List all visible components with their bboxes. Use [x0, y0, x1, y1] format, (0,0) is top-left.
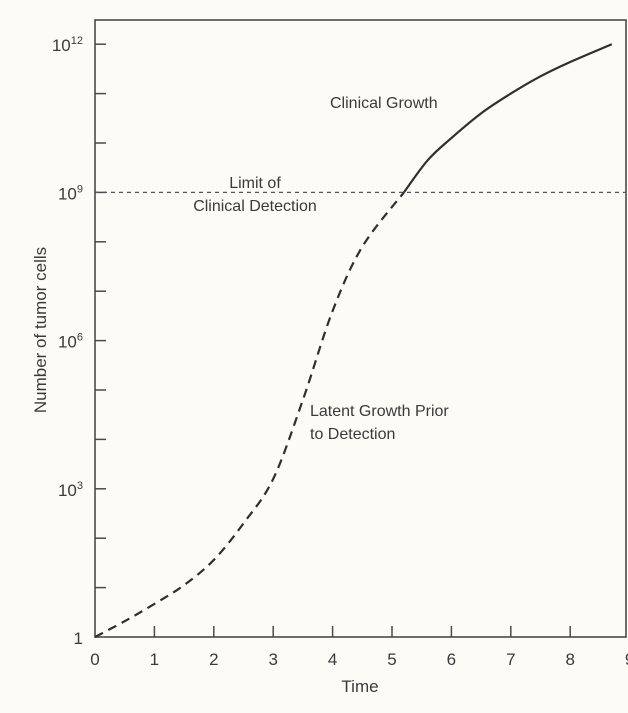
annotation-clinical-growth: Clinical Growth — [330, 95, 438, 112]
latent-growth-curve — [94, 191, 405, 638]
x-axis-label: Time — [341, 677, 378, 696]
x-tick-label: 4 — [328, 650, 337, 669]
y-tick-label: 103 — [58, 480, 83, 500]
x-tick-label: 2 — [209, 650, 218, 669]
reference-label-line2: Clinical Detection — [193, 198, 317, 215]
x-tick-label: 5 — [387, 650, 396, 669]
plot-frame — [94, 19, 627, 638]
ticks: 012345678911031061091012 — [52, 35, 628, 669]
x-tick-label: 1 — [150, 650, 159, 669]
x-tick-label: 6 — [447, 650, 456, 669]
y-axis-label: Number of tumor cells — [31, 247, 50, 413]
x-tick-label: 0 — [90, 650, 99, 669]
y-tick-label: 109 — [58, 183, 83, 203]
y-tick-label: 106 — [58, 332, 83, 352]
y-tick-label: 1012 — [52, 35, 83, 55]
y-tick-label: 1 — [74, 629, 83, 648]
x-tick-label: 7 — [506, 650, 515, 669]
series — [94, 43, 626, 638]
x-tick-label: 3 — [268, 650, 277, 669]
axes — [94, 19, 627, 638]
annotation-latent-line1: Latent Growth Prior — [310, 403, 449, 420]
reference-label-line1: Limit of — [229, 175, 281, 192]
clinical-growth-curve — [402, 43, 613, 194]
x-tick-label: 9 — [625, 650, 628, 669]
annotation-latent-line2: to Detection — [310, 426, 395, 443]
x-tick-label: 8 — [565, 650, 574, 669]
